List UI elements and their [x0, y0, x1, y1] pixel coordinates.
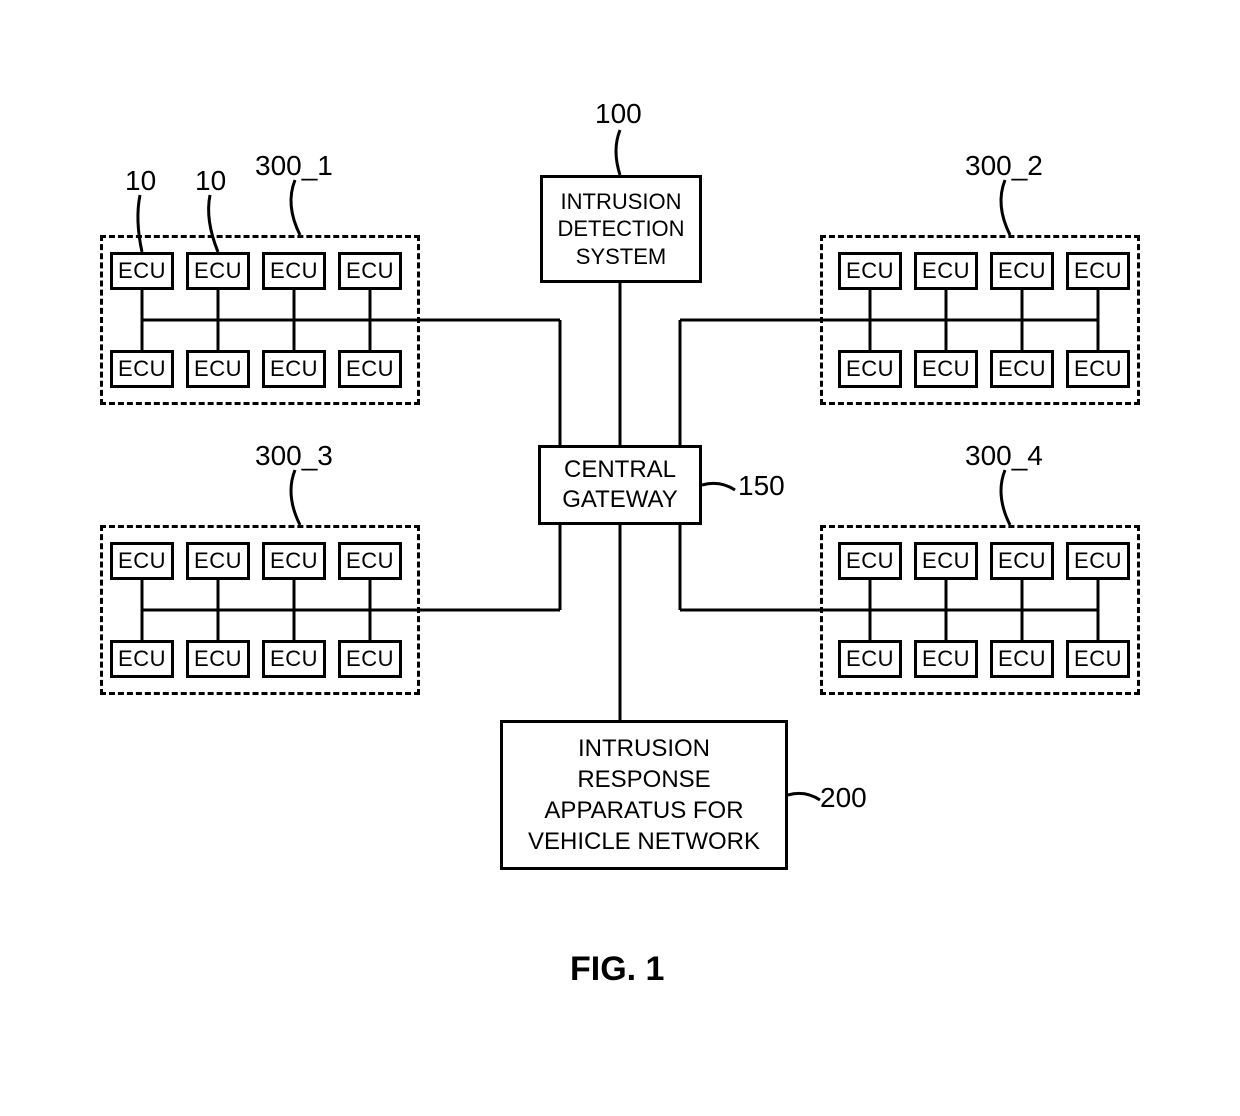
- group2-ref: 300_2: [965, 150, 1043, 182]
- ecu-box: ECU: [1066, 252, 1130, 290]
- ecu-box: ECU: [110, 542, 174, 580]
- ecu-box: ECU: [262, 640, 326, 678]
- ecu-box: ECU: [262, 542, 326, 580]
- ira-text: INTRUSION RESPONSE APPARATUS FOR VEHICLE…: [528, 733, 760, 858]
- ecu-box: ECU: [186, 350, 250, 388]
- ecu-box: ECU: [838, 542, 902, 580]
- ecu-box: ECU: [110, 640, 174, 678]
- gateway-ref: 150: [738, 470, 785, 502]
- ecu-box: ECU: [338, 640, 402, 678]
- ecu-box: ECU: [838, 640, 902, 678]
- ira-box: INTRUSION RESPONSE APPARATUS FOR VEHICLE…: [500, 720, 788, 870]
- ecu-ref-2: 10: [195, 165, 226, 197]
- ecu-box: ECU: [1066, 350, 1130, 388]
- group3-ref: 300_3: [255, 440, 333, 472]
- ecu-box: ECU: [914, 542, 978, 580]
- ids-box: INTRUSION DETECTION SYSTEM: [540, 175, 702, 283]
- diagram-canvas: INTRUSION DETECTION SYSTEM 100 CENTRAL G…: [0, 0, 1240, 1116]
- ecu-box: ECU: [1066, 542, 1130, 580]
- gateway-text: CENTRAL GATEWAY: [562, 455, 678, 515]
- ecu-box: ECU: [990, 350, 1054, 388]
- group1-ref: 300_1: [255, 150, 333, 182]
- gateway-box: CENTRAL GATEWAY: [538, 445, 702, 525]
- ecu-box: ECU: [990, 640, 1054, 678]
- ecu-box: ECU: [262, 252, 326, 290]
- ecu-box: ECU: [262, 350, 326, 388]
- ecu-box: ECU: [990, 252, 1054, 290]
- ecu-box: ECU: [186, 252, 250, 290]
- ecu-box: ECU: [186, 640, 250, 678]
- ecu-box: ECU: [914, 252, 978, 290]
- ecu-box: ECU: [838, 350, 902, 388]
- ecu-box: ECU: [110, 350, 174, 388]
- ecu-box: ECU: [838, 252, 902, 290]
- ecu-box: ECU: [914, 350, 978, 388]
- ecu-box: ECU: [110, 252, 174, 290]
- ecu-box: ECU: [990, 542, 1054, 580]
- group4-ref: 300_4: [965, 440, 1043, 472]
- ids-text: INTRUSION DETECTION SYSTEM: [557, 188, 684, 271]
- ecu-ref-1: 10: [125, 165, 156, 197]
- figure-caption: FIG. 1: [570, 950, 664, 989]
- ids-ref: 100: [595, 98, 642, 130]
- ecu-box: ECU: [338, 350, 402, 388]
- ecu-box: ECU: [186, 542, 250, 580]
- ecu-box: ECU: [914, 640, 978, 678]
- ecu-box: ECU: [338, 252, 402, 290]
- ecu-box: ECU: [1066, 640, 1130, 678]
- ira-ref: 200: [820, 782, 867, 814]
- ecu-box: ECU: [338, 542, 402, 580]
